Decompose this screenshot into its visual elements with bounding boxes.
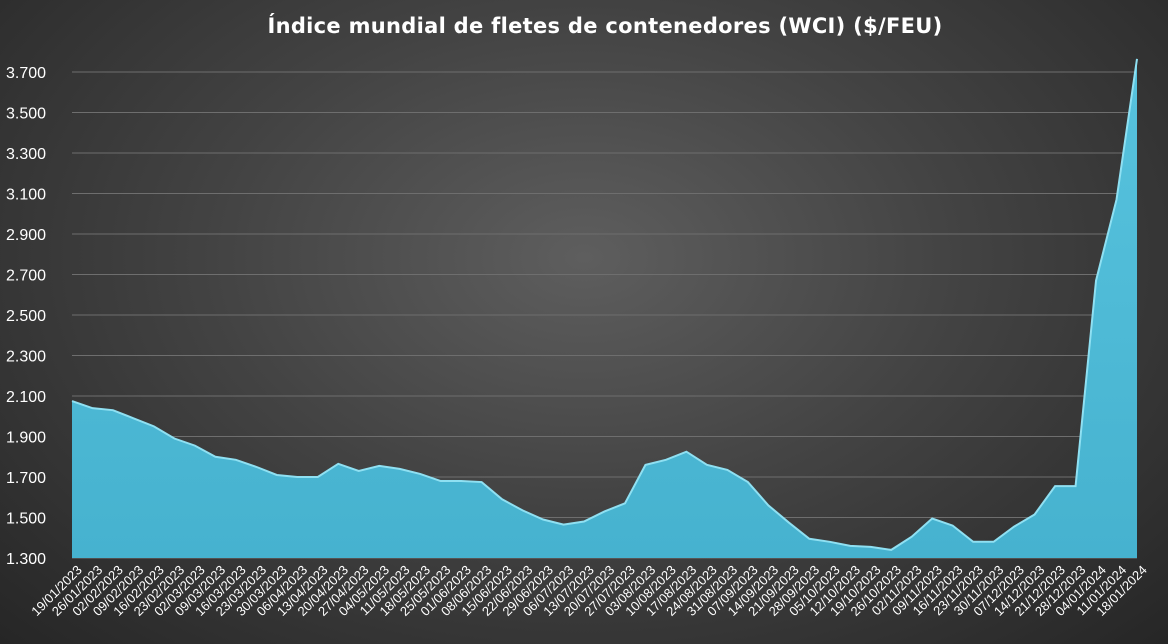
y-tick-label: 3.300 [6, 146, 46, 163]
chart-title: Índice mundial de fletes de contenedores… [267, 14, 943, 38]
y-tick-label: 2.700 [6, 268, 46, 285]
series-area [72, 58, 1137, 559]
y-tick-label: 1.500 [6, 511, 46, 528]
y-tick-label: 2.900 [6, 227, 46, 244]
y-tick-label: 2.500 [6, 308, 46, 325]
y-tick-label: 3.700 [6, 65, 46, 82]
series-edge [71, 58, 1138, 551]
y-tick-label: 2.100 [6, 389, 46, 406]
y-tick-label: 1.700 [6, 470, 46, 487]
y-tick-label: 1.900 [6, 430, 46, 447]
y-tick-label: 3.100 [6, 187, 46, 204]
y-tick-label: 2.300 [6, 349, 46, 366]
y-tick-label: 1.300 [6, 551, 46, 568]
y-tick-label: 3.500 [6, 106, 46, 123]
